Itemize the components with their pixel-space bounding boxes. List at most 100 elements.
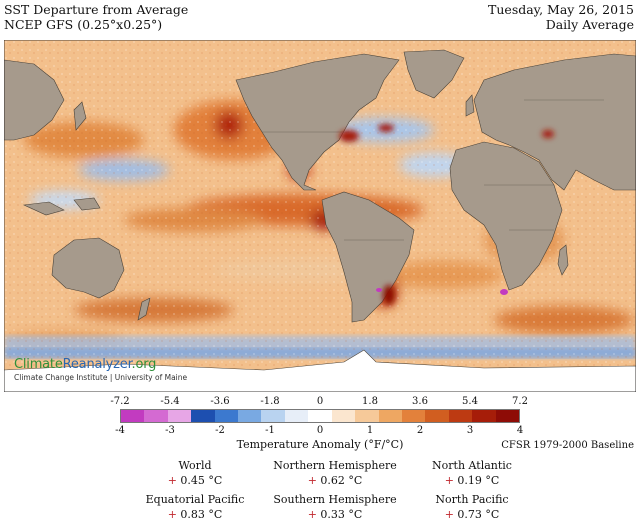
logo-part-reanalyzer: Reanalyzer	[62, 357, 132, 372]
stat-label: North Atlantic	[432, 459, 512, 472]
fahrenheit-tick: 3.6	[412, 396, 428, 407]
colorbar	[120, 409, 520, 423]
fahrenheit-tick: -5.4	[160, 396, 180, 407]
world-map-svg	[4, 40, 636, 392]
celsius-tick: -3	[165, 425, 175, 436]
fahrenheit-tick: 1.8	[362, 396, 378, 407]
fahrenheit-tick: -7.2	[110, 396, 130, 407]
stat-value-row: + 0.62 °C	[250, 473, 420, 488]
stat-value-row: + 0.45 °C	[110, 473, 280, 488]
logo-tagline: Climate Change Institute | University of…	[14, 373, 188, 382]
celsius-ticks: -4 -3 -2 -1 0 1 2 3 4	[100, 425, 540, 437]
colorbar-swatch	[472, 410, 497, 422]
fahrenheit-tick: -3.6	[210, 396, 230, 407]
stat-value: 0.62 °C	[320, 474, 363, 487]
celsius-tick: -4	[115, 425, 125, 436]
stat-label: Equatorial Pacific	[145, 493, 245, 506]
celsius-tick: 3	[466, 425, 474, 436]
north-america	[235, 53, 400, 191]
celsius-tick: 0	[316, 425, 324, 436]
stat-north-atlantic: North Atlantic + 0.19 °C	[387, 458, 557, 488]
stat-value-row: + 0.73 °C	[387, 507, 557, 522]
greenland	[403, 49, 465, 99]
colorbar-swatch	[331, 410, 356, 422]
logo-part-org: .org	[131, 357, 157, 372]
stat-label: Northern Hemisphere	[273, 459, 397, 472]
eurasia	[473, 53, 636, 191]
australia	[51, 237, 125, 299]
stat-value-row: + 0.33 °C	[250, 507, 420, 522]
stat-value-row: + 0.19 °C	[387, 473, 557, 488]
land-masses	[4, 49, 636, 392]
map-date: Tuesday, May 26, 2015	[488, 2, 634, 17]
map-subtitle: NCEP GFS (0.25°x0.25°)	[4, 17, 163, 32]
stat-sign: +	[307, 508, 317, 521]
colorbar-swatch	[401, 410, 426, 422]
stat-value: 0.19 °C	[457, 474, 500, 487]
celsius-tick: -1	[265, 425, 275, 436]
stat-northern-hemisphere: Northern Hemisphere + 0.62 °C	[250, 458, 420, 488]
fahrenheit-tick: 7.2	[512, 396, 528, 407]
colorbar-swatch	[121, 410, 145, 422]
stat-value: 0.45 °C	[180, 474, 223, 487]
indonesia	[22, 201, 65, 216]
japan	[73, 101, 87, 131]
hot-spots	[339, 124, 554, 305]
stat-sign: +	[167, 508, 177, 521]
fahrenheit-tick: 5.4	[462, 396, 478, 407]
colorbar-swatch	[191, 410, 216, 422]
stat-label: World	[178, 459, 212, 472]
colorbar-swatch	[425, 410, 450, 422]
colorbar-swatch	[308, 410, 333, 422]
celsius-tick: 1	[366, 425, 374, 436]
africa	[449, 141, 563, 291]
new-zealand	[137, 297, 151, 321]
stat-southern-hemisphere: Southern Hemisphere + 0.33 °C	[250, 492, 420, 522]
colorbar-swatch	[214, 410, 239, 422]
colorbar-swatch	[144, 410, 169, 422]
colorbar-title: Temperature Anomaly (°F/°C)	[236, 438, 404, 451]
map-title: SST Departure from Average	[4, 2, 189, 17]
color-legend: -7.2 -5.4 -3.6 -1.8 0 1.8 3.6 5.4 7.2 -4 -3 -2 -1 0 1…	[100, 396, 540, 456]
celsius-tick: 4	[516, 425, 524, 436]
celsius-tick: -2	[215, 425, 225, 436]
map-period: Daily Average	[545, 17, 634, 32]
madagascar	[557, 244, 569, 276]
sst-anomaly-map	[4, 40, 636, 392]
colorbar-swatch	[355, 410, 380, 422]
colorbar-swatch	[378, 410, 403, 422]
map-header-left: SST Departure from Average NCEP GFS (0.2…	[4, 2, 188, 32]
stat-sign: +	[167, 474, 177, 487]
colorbar-swatch	[448, 410, 473, 422]
stat-label: North Pacific	[435, 493, 509, 506]
stat-north-pacific: North Pacific + 0.73 °C	[387, 492, 557, 522]
south-america	[321, 191, 415, 323]
map-header-right: Tuesday, May 26, 2015 Daily Average	[488, 2, 634, 32]
colorbar-swatch	[284, 410, 309, 422]
stat-world: World + 0.45 °C	[110, 458, 280, 488]
climate-reanalyzer-logo: ClimateReanalyzer.org Climate Change Ins…	[14, 357, 187, 382]
stat-sign: +	[444, 508, 454, 521]
colorbar-swatch	[261, 410, 286, 422]
east-asia	[4, 59, 65, 141]
stat-value: 0.33 °C	[320, 508, 363, 521]
logo-part-climate: Climate	[14, 357, 63, 372]
stat-sign: +	[307, 474, 317, 487]
colorbar-swatch	[167, 410, 192, 422]
stat-equatorial-pacific: Equatorial Pacific + 0.83 °C	[110, 492, 280, 522]
baseline-note: CFSR 1979-2000 Baseline	[501, 440, 634, 451]
stat-label: Southern Hemisphere	[273, 493, 397, 506]
stat-sign: +	[444, 474, 454, 487]
stat-value: 0.73 °C	[457, 508, 500, 521]
fahrenheit-tick: -1.8	[260, 396, 280, 407]
stat-value: 0.83 °C	[180, 508, 223, 521]
fahrenheit-tick: 0	[316, 396, 324, 407]
celsius-tick: 2	[416, 425, 424, 436]
antarctica	[4, 349, 636, 392]
british-isles	[465, 94, 475, 117]
colorbar-swatch	[495, 410, 520, 422]
colorbar-swatch	[238, 410, 262, 422]
cold-spots	[376, 288, 508, 295]
fahrenheit-ticks: -7.2 -5.4 -3.6 -1.8 0 1.8 3.6 5.4 7.2	[100, 396, 540, 408]
stat-value-row: + 0.83 °C	[110, 507, 280, 522]
